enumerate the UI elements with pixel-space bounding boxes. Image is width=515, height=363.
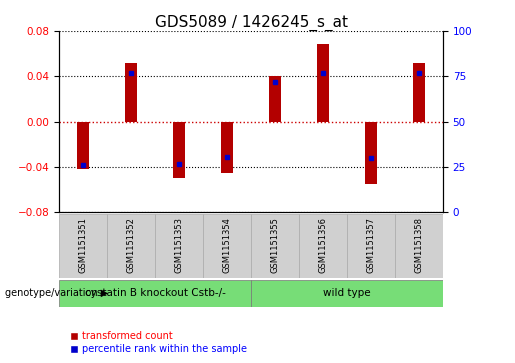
- Bar: [317, 44, 329, 122]
- Bar: [395, 214, 443, 278]
- Text: GSM1151358: GSM1151358: [415, 217, 423, 273]
- Text: genotype/variation ▶: genotype/variation ▶: [5, 288, 108, 298]
- Bar: [107, 214, 155, 278]
- Bar: [365, 122, 377, 184]
- Bar: [173, 122, 185, 178]
- Text: GSM1151352: GSM1151352: [127, 217, 135, 273]
- Text: cystatin B knockout Cstb-/-: cystatin B knockout Cstb-/-: [84, 288, 226, 298]
- Text: GSM1151351: GSM1151351: [79, 217, 88, 273]
- Text: GSM1151357: GSM1151357: [367, 217, 375, 273]
- Bar: [299, 214, 347, 278]
- Bar: [203, 214, 251, 278]
- Bar: [269, 76, 281, 122]
- Bar: [251, 214, 299, 278]
- Bar: [59, 280, 251, 307]
- Bar: [59, 214, 107, 278]
- Text: GSM1151356: GSM1151356: [318, 217, 328, 273]
- Bar: [77, 122, 89, 169]
- Title: GDS5089 / 1426245_s_at: GDS5089 / 1426245_s_at: [154, 15, 348, 31]
- Bar: [221, 122, 233, 173]
- Text: wild type: wild type: [323, 288, 371, 298]
- Bar: [125, 62, 137, 122]
- Bar: [347, 214, 395, 278]
- Text: GSM1151354: GSM1151354: [222, 217, 232, 273]
- Text: GSM1151353: GSM1151353: [175, 217, 184, 273]
- Text: GSM1151355: GSM1151355: [270, 217, 280, 273]
- Bar: [413, 62, 425, 122]
- Bar: [155, 214, 203, 278]
- Legend: transformed count, percentile rank within the sample: transformed count, percentile rank withi…: [66, 327, 251, 358]
- Bar: [251, 280, 443, 307]
